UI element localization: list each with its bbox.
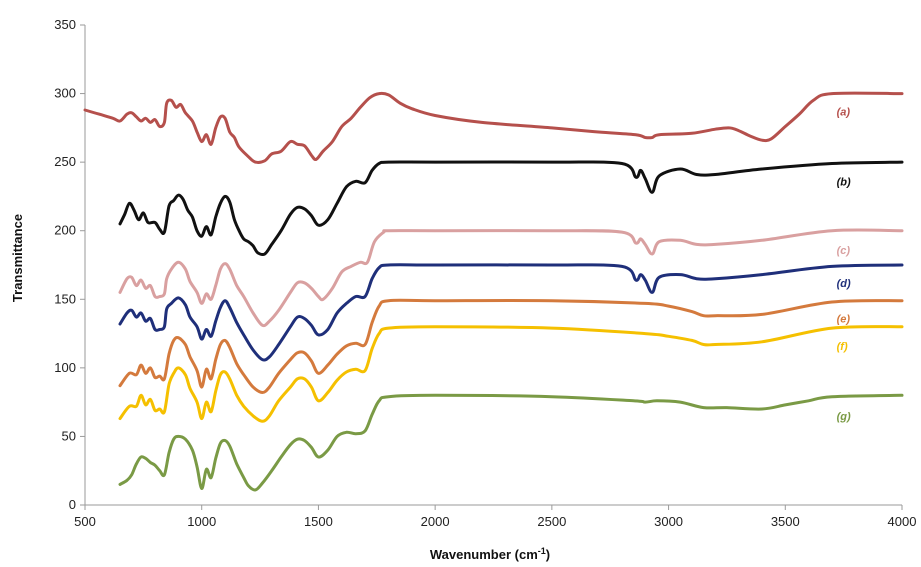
series-label-g: (g) [837, 411, 851, 423]
y-tick-label: 150 [54, 291, 76, 306]
series-label-b: (b) [837, 176, 851, 188]
x-axis: 500 1000 1500 2000 2500 3000 3500 4000 [74, 504, 917, 529]
series-label-d: (d) [837, 278, 851, 290]
series-line-a [83, 91, 904, 164]
series-line-f [118, 325, 904, 423]
x-tick-label: 500 [74, 514, 96, 529]
y-tick-label: 350 [54, 17, 76, 32]
series-line-d [118, 263, 904, 362]
x-tick-label: 4000 [888, 514, 917, 529]
y-tick-label: 0 [69, 497, 76, 512]
x-tick-label: 2500 [537, 514, 566, 529]
series-layer [83, 91, 904, 492]
series-line-b [118, 160, 904, 257]
x-axis-title-main: Wavenumber (cm [430, 547, 538, 562]
series-label-c: (c) [837, 245, 851, 257]
x-axis-title-exponent: -1 [538, 546, 546, 556]
series-line-e [118, 298, 904, 394]
x-tick-label: 2000 [421, 514, 450, 529]
x-tick-label: 3500 [771, 514, 800, 529]
x-tick-label: 1000 [187, 514, 216, 529]
series-label-layer: (a) (b) (c) (d) (e) (f) (g) [837, 107, 851, 423]
y-tick-label: 100 [54, 360, 76, 375]
x-axis-title-close: ) [546, 547, 550, 562]
series-line-c [118, 228, 904, 328]
x-axis-title: Wavenumber (cm-1) [430, 546, 550, 562]
y-tick-label: 50 [62, 428, 76, 443]
series-label-a: (a) [837, 107, 851, 119]
x-tick-label: 3000 [654, 514, 683, 529]
series-label-f: (f) [837, 341, 848, 353]
y-tick-label: 250 [54, 154, 76, 169]
series-line-g [118, 393, 904, 492]
series-label-e: (e) [837, 314, 851, 326]
y-tick-label: 300 [54, 86, 76, 101]
y-axis-title: Transmittance [10, 214, 25, 302]
x-tick-label: 1500 [304, 514, 333, 529]
y-axis: 0 50 100 150 200 250 300 350 [54, 17, 86, 512]
y-tick-label: 200 [54, 223, 76, 238]
